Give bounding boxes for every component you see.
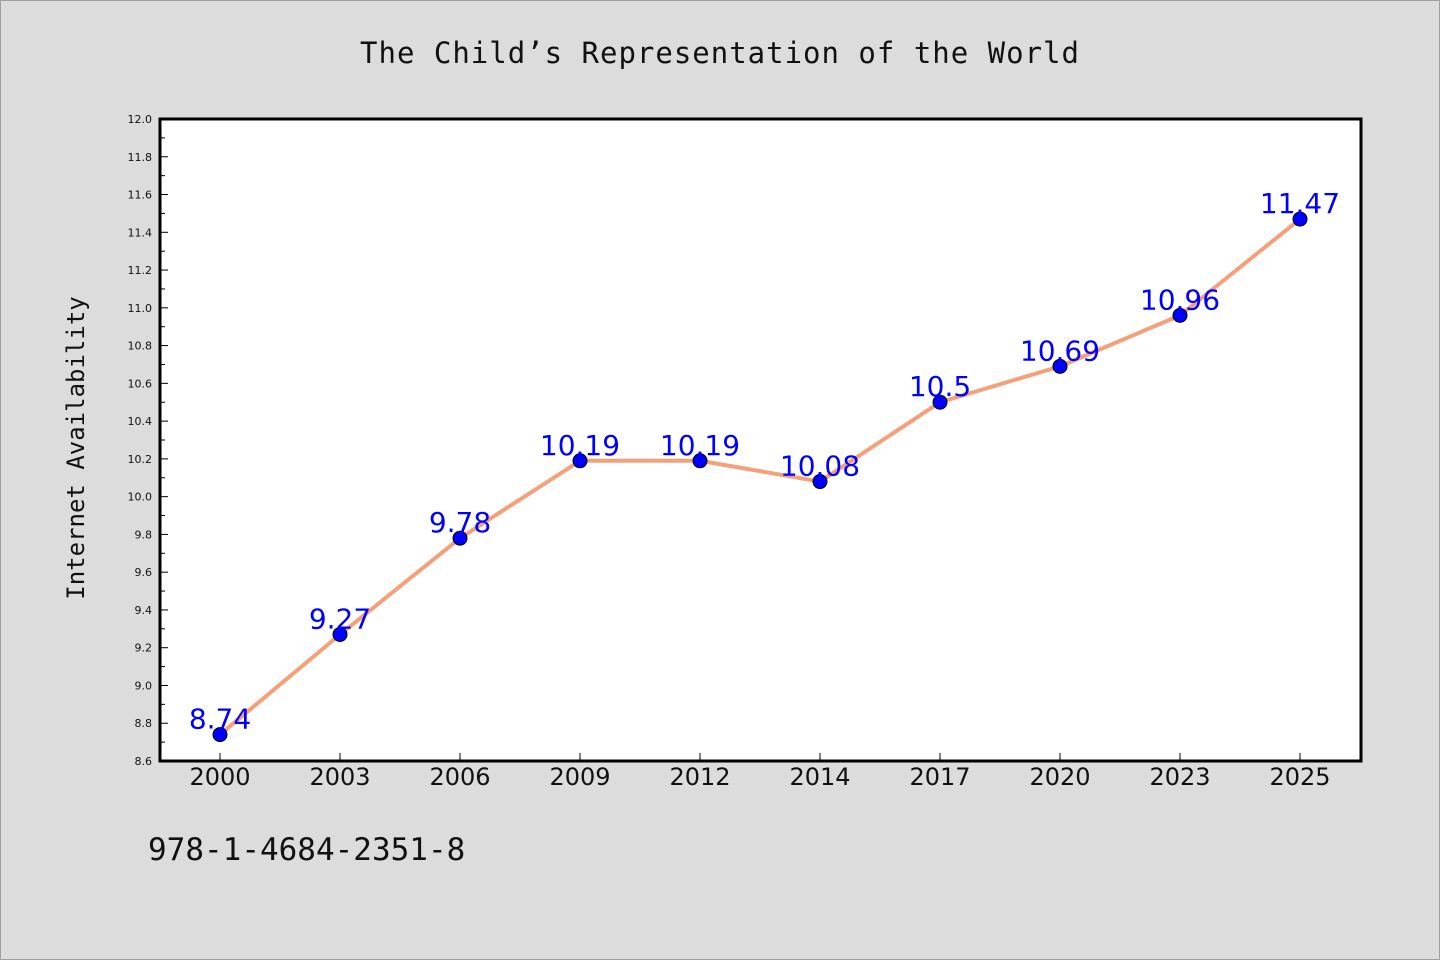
label-layer: 8.74 9.27 9.78 10.19 10.19 10.08 10.5 10.69 10.9… <box>189 187 1340 735</box>
x-tick-label: 2023 <box>1149 763 1210 791</box>
data-label: 10.19 <box>540 429 620 462</box>
data-point <box>332 626 348 642</box>
chart-title: The Child’s Representation of the World <box>360 36 1080 70</box>
y-tick-label: 8.6 <box>135 755 153 768</box>
data-point <box>212 727 228 743</box>
data-point <box>692 453 708 469</box>
data-label: 8.74 <box>189 703 251 736</box>
y-tick-label: 11.8 <box>128 151 153 164</box>
y-tick-label: 8.8 <box>135 717 153 730</box>
x-tick-label: 2006 <box>429 763 490 791</box>
x-tick-label: 2012 <box>669 763 730 791</box>
y-tick-label: 11.0 <box>128 302 153 315</box>
y-tick-label: 11.2 <box>128 264 153 277</box>
y-tick-label: 11.4 <box>128 226 153 239</box>
data-label: 10.69 <box>1020 334 1100 367</box>
y-tick-label: 9.6 <box>135 566 153 579</box>
y-tick-label: 9.4 <box>135 604 153 617</box>
data-label: 9.78 <box>429 506 491 539</box>
x-tick-label: 2003 <box>309 763 370 791</box>
data-label: 9.27 <box>309 602 371 635</box>
x-tick-label: 2009 <box>549 763 610 791</box>
data-point <box>932 394 948 410</box>
series-line <box>218 217 1302 737</box>
isbn-text: 978-1-4684-2351-8 <box>148 832 466 868</box>
x-tick-label: 2025 <box>1269 763 1330 791</box>
data-label: 10.08 <box>780 450 860 483</box>
y-tick-label: 10.4 <box>128 415 153 428</box>
x-tick-label: 2000 <box>189 763 250 791</box>
data-label: 10.19 <box>660 429 740 462</box>
y-tick-label: 10.0 <box>128 491 153 504</box>
data-point <box>1052 358 1068 374</box>
data-point <box>812 474 828 490</box>
y-tick-label: 11.6 <box>128 189 153 202</box>
y-tick-label: 10.2 <box>128 453 153 466</box>
data-point <box>1292 211 1308 227</box>
plot-area <box>158 117 1363 763</box>
data-point <box>452 530 468 546</box>
data-label: 11.47 <box>1260 187 1340 220</box>
y-tick-label: 10.6 <box>128 377 153 390</box>
y-axis-label: Internet Availability <box>62 296 90 599</box>
data-label: 10.5 <box>909 370 971 403</box>
y-tick-label: 9.0 <box>135 679 153 692</box>
data-point <box>1172 307 1188 323</box>
y-tick-label: 9.8 <box>135 528 153 541</box>
series-layer <box>212 211 1308 743</box>
x-tick-label: 2014 <box>789 763 850 791</box>
data-label: 10.96 <box>1140 283 1220 316</box>
y-tick-label: 9.2 <box>135 642 153 655</box>
data-point <box>572 453 588 469</box>
axis-layer: 8.6 8.8 9.0 9.2 9.4 9.6 9.8 10.0 10.2 10.4 10.6 10.… <box>62 113 1363 791</box>
y-tick-label: 12.0 <box>128 113 153 126</box>
y-tick-label: 10.8 <box>128 340 153 353</box>
x-tick-label: 2020 <box>1029 763 1090 791</box>
x-tick-label: 2017 <box>909 763 970 791</box>
